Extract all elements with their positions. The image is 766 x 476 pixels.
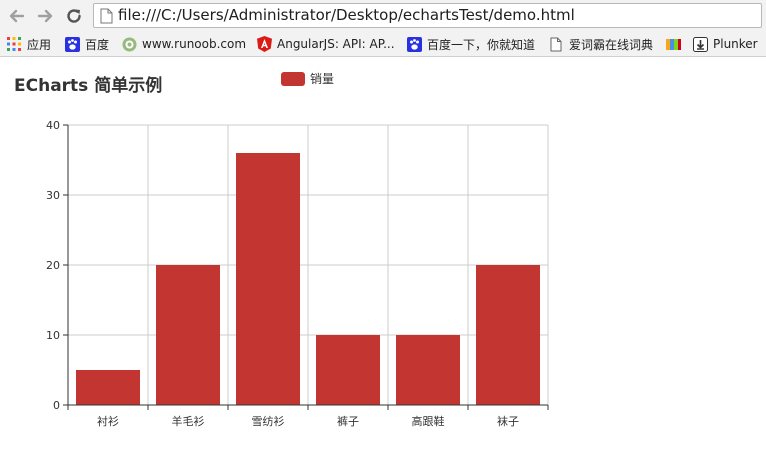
y-tick-label: 0	[53, 399, 60, 412]
bookmark-label: 百度一下，你就知道	[427, 37, 536, 52]
y-tick-label: 10	[46, 329, 60, 342]
legend-label: 销量	[310, 72, 335, 86]
bar-1	[76, 370, 140, 405]
plunker-icon	[692, 36, 708, 52]
bookmark-baidu-search[interactable]: 百度一下，你就知道	[406, 34, 535, 54]
x-tick-label: 裤子	[337, 414, 359, 428]
bar-6	[476, 265, 540, 405]
page-icon	[100, 8, 113, 28]
x-tick-label: 袜子	[497, 414, 519, 428]
address-bar[interactable]	[93, 3, 762, 28]
bookmark-runoob[interactable]: www.runoob.com	[121, 34, 246, 54]
bookmark-label: Plunker	[713, 37, 758, 51]
reload-icon	[67, 9, 81, 23]
bar-5	[396, 335, 460, 405]
y-tick-label: 20	[46, 259, 60, 272]
apps-grid-icon	[6, 36, 22, 52]
browser-chrome: 应用 百度 www.runoob	[0, 0, 766, 57]
bookmark-colorful-app[interactable]	[665, 34, 686, 54]
bookmark-baidu[interactable]: 百度	[64, 34, 109, 54]
page-icon	[548, 36, 564, 52]
angular-icon	[256, 36, 272, 52]
chart-legend[interactable]: 销量	[281, 70, 334, 87]
bar-2	[156, 265, 220, 405]
forward-arrow-icon	[37, 9, 53, 23]
bar-3	[236, 153, 300, 405]
legend-swatch	[281, 71, 305, 86]
runoob-icon	[121, 36, 137, 52]
baidu-paw-icon	[406, 36, 422, 52]
page-content: ECharts 简单示例 销量 0 10 20 30 40 衬衫 羊毛衫 雪纺衫 裤子 高跟鞋 袜子	[0, 57, 766, 476]
y-tick-label: 30	[46, 189, 60, 202]
bookmark-iciba[interactable]: 爱词霸在线词典	[548, 34, 653, 54]
url-input[interactable]	[118, 5, 748, 26]
y-tick-label: 40	[46, 119, 60, 132]
x-tick-label: 羊毛衫	[172, 414, 205, 428]
x-tick-label: 高跟鞋	[412, 414, 445, 428]
bookmark-apps[interactable]: 应用	[6, 34, 51, 54]
bar-chart: 0 10 20 30 40 衬衫 羊毛衫 雪纺衫 裤子 高跟鞋 袜子	[46, 119, 549, 428]
bookmark-label: AngularJS: API: AP...	[277, 37, 395, 51]
back-button[interactable]	[6, 5, 28, 27]
x-tick-label: 雪纺衫	[252, 414, 285, 428]
bookmarks-bar: 应用 百度 www.runoob	[0, 32, 766, 56]
bookmark-label: www.runoob.com	[142, 37, 247, 51]
forward-button[interactable]	[34, 5, 56, 27]
chart-title: ECharts 简单示例	[14, 76, 163, 96]
bookmark-label: 百度	[85, 37, 110, 52]
baidu-paw-icon	[64, 36, 80, 52]
back-arrow-icon	[9, 9, 25, 23]
bookmark-plunker[interactable]: Plunker	[692, 34, 758, 54]
colorful-app-icon	[665, 36, 681, 52]
bookmark-angularjs[interactable]: AngularJS: API: AP...	[256, 34, 395, 54]
bar-4	[316, 335, 380, 405]
browser-toolbar	[0, 0, 766, 32]
reload-button[interactable]	[63, 5, 85, 27]
x-tick-label: 衬衫	[97, 415, 119, 428]
bookmark-label: 爱词霸在线词典	[569, 37, 654, 52]
bookmark-label: 应用	[27, 37, 52, 52]
